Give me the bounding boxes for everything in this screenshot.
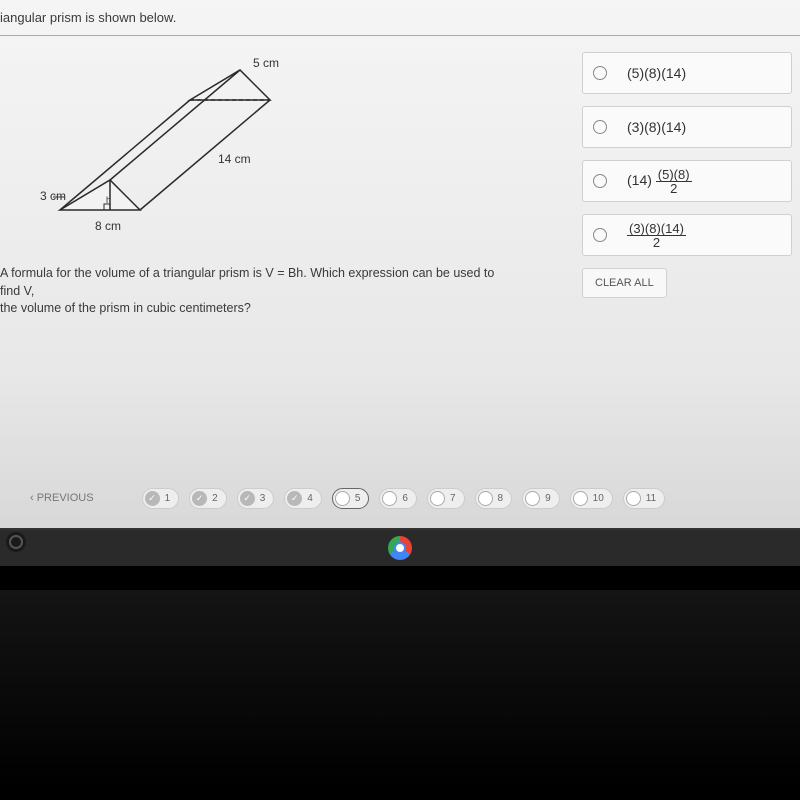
nav-pill-8[interactable]: 8 [475,488,513,509]
answer-text: (3)(8)(14) [627,119,686,135]
bottom-nav: ‹ PREVIOUS ✓1✓2✓3✓4567891011 [0,486,800,510]
answer-options: (5)(8)(14) (3)(8)(14) (14) (5)(8)2 (3)(8… [582,52,792,298]
divider [0,35,800,36]
nav-pill-2[interactable]: ✓2 [189,488,227,509]
pill-number: 2 [212,493,218,504]
nav-pill-3[interactable]: ✓3 [237,488,275,509]
formula-line-2: the volume of the prism in cubic centime… [0,301,251,315]
pill-number: 7 [450,493,456,504]
nav-pill-7[interactable]: 7 [427,488,465,509]
nav-pill-6[interactable]: 6 [379,488,417,509]
pill-number: 10 [593,493,604,504]
answer-text: (3)(8)(14)2 [627,222,686,249]
pill-number: 3 [260,493,266,504]
pill-number: 8 [498,493,504,504]
pill-number: 4 [307,493,313,504]
previous-button[interactable]: ‹ PREVIOUS [20,486,104,510]
check-icon: ✓ [287,491,302,506]
label-top: 5 cm [253,56,279,70]
answer-text: (14) (5)(8)2 [627,168,692,195]
pill-number: 5 [355,493,361,504]
check-icon: ✓ [145,491,160,506]
radio-icon [593,174,607,188]
radio-icon [593,66,607,80]
formula-text: A formula for the volume of a triangular… [0,265,510,318]
nav-pill-11[interactable]: 11 [623,488,665,509]
prism-diagram: 5 cm 14 cm 3 cm 8 cm h [40,55,320,255]
radio-icon [593,228,607,242]
answer-option-3[interactable]: (14) (5)(8)2 [582,160,792,202]
pill-number: 1 [165,493,171,504]
empty-icon [335,491,350,506]
chrome-icon[interactable] [388,536,412,560]
nav-pill-5[interactable]: 5 [332,488,370,509]
nav-pill-9[interactable]: 9 [522,488,560,509]
screen: iangular prism is shown below. 5 cm 14 c… [0,0,800,530]
reflection [0,590,800,790]
label-bottom: 8 cm [95,219,121,233]
label-h: h [106,195,111,205]
empty-icon [626,491,641,506]
check-icon: ✓ [192,491,207,506]
taskbar [0,530,800,566]
question-intro: iangular prism is shown below. [0,10,800,25]
pill-number: 6 [402,493,408,504]
answer-option-1[interactable]: (5)(8)(14) [582,52,792,94]
clear-all-button[interactable]: CLEAR ALL [582,268,667,298]
formula-line-1: A formula for the volume of a triangular… [0,266,494,298]
empty-icon [382,491,397,506]
nav-pill-10[interactable]: 10 [570,488,613,509]
radio-icon [593,120,607,134]
label-left: 3 cm [40,189,66,203]
content-area: iangular prism is shown below. 5 cm 14 c… [0,0,800,455]
empty-icon [525,491,540,506]
empty-icon [478,491,493,506]
pill-number: 9 [545,493,551,504]
answer-option-4[interactable]: (3)(8)(14)2 [582,214,792,256]
empty-icon [430,491,445,506]
pill-number: 11 [646,493,656,504]
check-icon: ✓ [240,491,255,506]
answer-option-2[interactable]: (3)(8)(14) [582,106,792,148]
answer-text: (5)(8)(14) [627,65,686,81]
empty-icon [573,491,588,506]
label-side: 14 cm [218,152,251,166]
nav-pill-4[interactable]: ✓4 [284,488,322,509]
nav-pill-1[interactable]: ✓1 [142,488,180,509]
lens-icon[interactable] [6,532,26,552]
